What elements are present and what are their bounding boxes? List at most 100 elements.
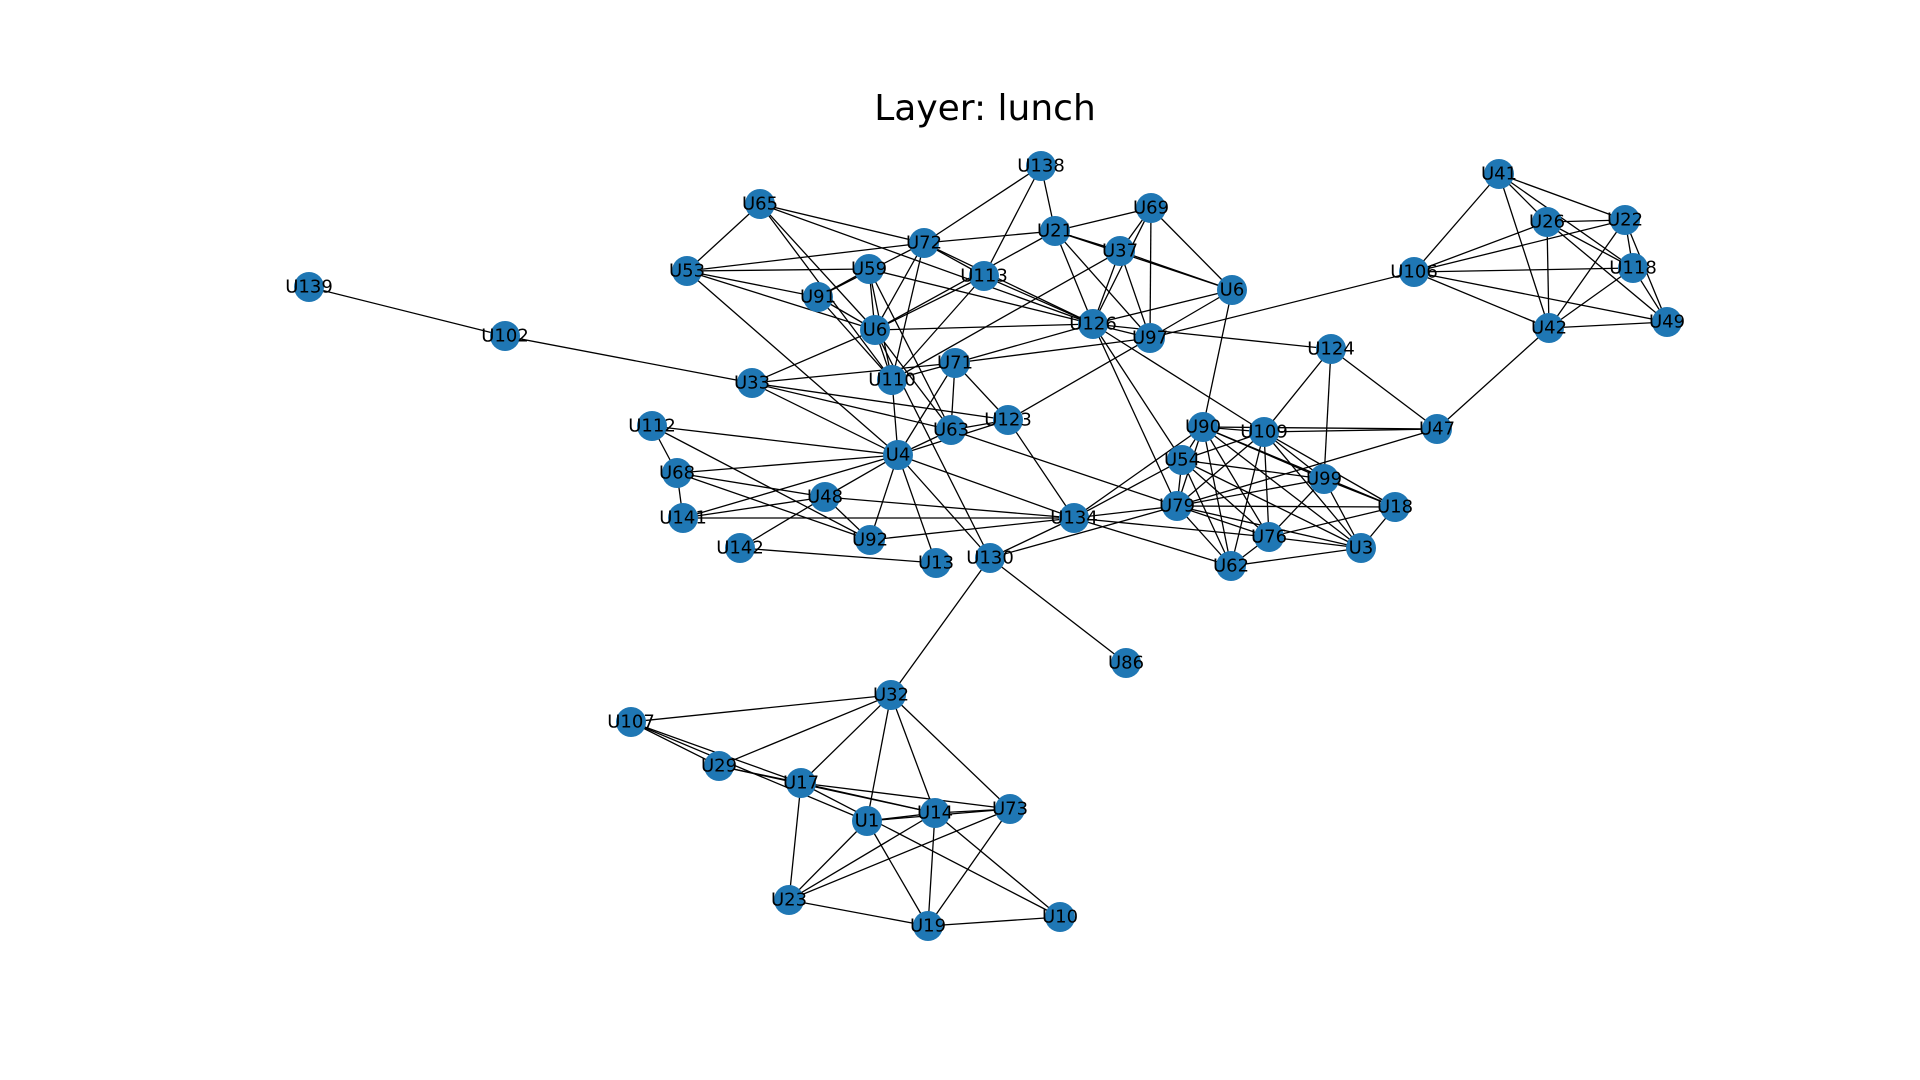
edge-U65-U53 — [686, 203, 761, 272]
edge-U71-U97 — [954, 337, 1151, 364]
node-label-U107: U107 — [607, 712, 655, 733]
edge-U17-U73 — [800, 782, 1011, 810]
edge-U107-U1 — [630, 721, 868, 822]
edge-U134-U62 — [1073, 517, 1232, 567]
node-label-U21: U21 — [1037, 221, 1073, 242]
edge-U6-U126 — [874, 323, 1094, 331]
node-label-U54: U54 — [1164, 450, 1200, 471]
edge-U79-U134 — [1073, 505, 1178, 519]
edge-U37-U6 — [1119, 250, 1233, 291]
node-U53 — [672, 256, 702, 286]
node-label-U10: U10 — [1042, 907, 1078, 928]
node-U113 — [969, 261, 999, 291]
node-U6 — [1217, 275, 1247, 305]
node-U65 — [745, 189, 775, 219]
node-U134 — [1059, 503, 1089, 533]
node-U141 — [668, 503, 698, 533]
edge-U110-U37 — [891, 250, 1121, 381]
edge-U32-U14 — [890, 694, 936, 814]
node-label-U71: U71 — [937, 353, 973, 374]
node-U110 — [877, 365, 907, 395]
edge-U6-U113 — [874, 275, 985, 331]
edge-U32-U17 — [800, 694, 892, 784]
node-label-U32: U32 — [873, 685, 909, 706]
node-U47 — [1422, 414, 1452, 444]
node-label-U6: U6 — [863, 320, 888, 341]
node-U6 — [860, 315, 890, 345]
edge-U106-U49 — [1413, 271, 1668, 323]
edge-U69-U126 — [1092, 207, 1152, 325]
node-U142 — [725, 533, 755, 563]
node-U118 — [1618, 253, 1648, 283]
node-U124 — [1316, 334, 1346, 364]
edge-U124-U99 — [1323, 348, 1332, 480]
node-label-U102: U102 — [481, 326, 529, 347]
node-label-U134: U134 — [1050, 508, 1098, 529]
node-U54 — [1167, 445, 1197, 475]
node-label-U138: U138 — [1017, 156, 1065, 177]
edge-U65-U6 — [759, 203, 876, 331]
node-label-U53: U53 — [669, 261, 705, 282]
edge-U109-U3 — [1263, 431, 1362, 549]
edge-U113-U126 — [983, 275, 1094, 325]
edge-U130-U86 — [989, 557, 1127, 664]
node-U107 — [616, 707, 646, 737]
edge-U72-U138 — [923, 165, 1042, 244]
node-label-U41: U41 — [1481, 164, 1517, 185]
node-label-U23: U23 — [771, 890, 807, 911]
edge-U17-U23 — [788, 782, 802, 901]
node-U3 — [1346, 533, 1376, 563]
edge-U23-U19 — [788, 899, 929, 927]
node-label-U18: U18 — [1377, 497, 1413, 518]
edge-U106-U41 — [1413, 173, 1500, 273]
edge-U130-U134 — [989, 517, 1075, 559]
node-U112 — [637, 411, 667, 441]
edge-U142-U48 — [739, 496, 826, 549]
edge-U130-U32 — [890, 557, 991, 696]
labels-layer: U139 U102 U33 U112 U68 U141 U142 U48 U4 U92 U13 U13… — [285, 156, 1685, 937]
edge-U33-U4 — [751, 382, 899, 456]
node-U90 — [1188, 412, 1218, 442]
node-label-U48: U48 — [807, 487, 843, 508]
node-U4 — [883, 440, 913, 470]
node-label-U141: U141 — [659, 508, 707, 529]
edge-U6-U21 — [874, 230, 1056, 331]
node-U138 — [1026, 151, 1056, 181]
node-label-U59: U59 — [851, 259, 887, 280]
edge-U47-U90 — [1202, 426, 1438, 430]
edge-U6-U90 — [1202, 289, 1233, 428]
edge-U14-U19 — [927, 812, 936, 927]
edge-U126-U109 — [1092, 323, 1265, 433]
node-label-U99: U99 — [1306, 469, 1342, 490]
edge-U110-U113 — [891, 275, 985, 381]
node-label-U69: U69 — [1133, 198, 1169, 219]
node-U49 — [1652, 307, 1682, 337]
edge-U112-U92 — [651, 425, 871, 541]
node-label-U106: U106 — [1390, 262, 1438, 283]
edge-U71-U126 — [954, 323, 1094, 364]
edge-U109-U79 — [1176, 431, 1265, 507]
node-U1 — [852, 806, 882, 836]
node-U68 — [662, 458, 692, 488]
node-U21 — [1040, 216, 1070, 246]
edge-U33-U71 — [751, 362, 956, 384]
node-U62 — [1216, 551, 1246, 581]
edge-U65-U126 — [759, 203, 1094, 325]
edge-U59-U126 — [868, 268, 1094, 325]
node-U76 — [1254, 522, 1284, 552]
edge-U41-U22 — [1498, 173, 1626, 221]
edge-U109-U62 — [1230, 431, 1265, 567]
edge-U54-U134 — [1073, 459, 1183, 519]
node-label-U91: U91 — [800, 287, 836, 308]
node-label-U113: U113 — [960, 266, 1008, 287]
edge-U76-U3 — [1268, 536, 1362, 549]
node-U42 — [1534, 313, 1564, 343]
node-label-U126: U126 — [1069, 314, 1117, 335]
node-U18 — [1380, 492, 1410, 522]
edge-U72-U126 — [923, 242, 1094, 325]
edge-U1-U23 — [788, 820, 868, 901]
edge-U141-U4 — [682, 454, 899, 519]
node-label-U123: U123 — [984, 410, 1032, 431]
node-label-U1: U1 — [855, 811, 880, 832]
edge-U54-U99 — [1181, 459, 1325, 480]
